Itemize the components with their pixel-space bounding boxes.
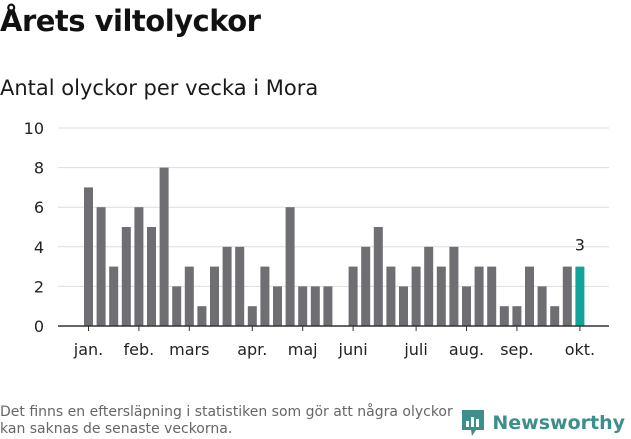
bar-week-3	[109, 266, 119, 326]
bar-week-30	[449, 246, 459, 326]
bar-week-25	[386, 266, 396, 326]
x-tick-label: apr.	[237, 340, 267, 359]
chart-title: Årets viltolyckor	[0, 4, 261, 38]
x-axis-ticks: jan. feb. mars apr. maj juni juli aug. sep. okt.	[73, 326, 595, 359]
bar-week-8	[172, 286, 182, 326]
bar-week-32	[474, 266, 484, 326]
bar-week-26	[399, 286, 408, 326]
bar-week-1	[84, 187, 93, 326]
bar-week-34	[499, 306, 509, 326]
bars	[84, 167, 585, 326]
bar-week-6	[147, 227, 156, 326]
bar-week-12	[222, 246, 232, 326]
bar-week-29	[436, 266, 446, 326]
bar-week-14	[247, 306, 257, 326]
footnote: Det finns en eftersläpning i statistiken…	[0, 404, 453, 437]
bar-week-27	[411, 266, 421, 326]
bar-week-24	[373, 227, 383, 326]
bar-week-16	[273, 286, 282, 326]
y-tick-label: 2	[34, 277, 44, 296]
bar-week-37	[537, 286, 547, 326]
bar-week-19	[310, 286, 320, 326]
bar-week-31	[462, 286, 471, 326]
y-tick-label: 0	[34, 317, 44, 336]
bar-week-36	[525, 266, 534, 326]
bar-week-10	[197, 306, 207, 326]
bar-week-35	[512, 306, 522, 326]
x-tick-label: aug.	[449, 340, 484, 359]
brand-logo: Newsworthy	[460, 408, 625, 438]
bar-week-23	[361, 246, 371, 326]
bar-week-40	[575, 266, 585, 326]
chart-subtitle: Antal olyckor per vecka i Mora	[0, 76, 319, 100]
bar-week-20	[323, 286, 333, 326]
bar-chart: 0 2 4 6 8 10 jan. feb. mars apr. maj juni juli aug. s…	[24, 119, 609, 359]
y-axis-ticks: 0 2 4 6 8 10	[24, 119, 44, 336]
x-tick-label: feb.	[124, 340, 155, 359]
annotations: 3	[575, 236, 585, 255]
bar-week-15	[260, 266, 270, 326]
x-tick-label: maj	[288, 340, 318, 359]
y-tick-label: 8	[34, 159, 44, 178]
bar-week-33	[487, 266, 497, 326]
bar-week-13	[235, 246, 245, 326]
x-tick-label: juli	[403, 340, 427, 359]
bar-week-17	[285, 207, 295, 326]
y-tick-label: 4	[34, 238, 44, 257]
x-tick-label: juni	[338, 340, 368, 359]
y-tick-label: 6	[34, 198, 44, 217]
bar-week-2	[96, 207, 106, 326]
x-tick-label: jan.	[73, 340, 103, 359]
bar-week-7	[159, 167, 169, 326]
bar-week-22	[348, 266, 358, 326]
newsworthy-logo-icon	[462, 410, 485, 436]
x-tick-label: okt.	[565, 340, 595, 359]
bar-week-28	[424, 246, 434, 326]
bar-week-4	[121, 227, 131, 326]
data-label: 3	[575, 236, 585, 255]
bar-week-39	[562, 266, 572, 326]
bar-week-5	[134, 207, 144, 326]
x-tick-label: sep.	[500, 340, 533, 359]
bar-week-11	[210, 266, 219, 326]
y-tick-label: 10	[24, 119, 44, 138]
bar-week-9	[184, 266, 194, 326]
bar-week-18	[298, 286, 308, 326]
brand-name: Newsworthy	[492, 412, 625, 434]
bar-week-38	[550, 306, 560, 326]
x-tick-label: mars	[169, 340, 209, 359]
